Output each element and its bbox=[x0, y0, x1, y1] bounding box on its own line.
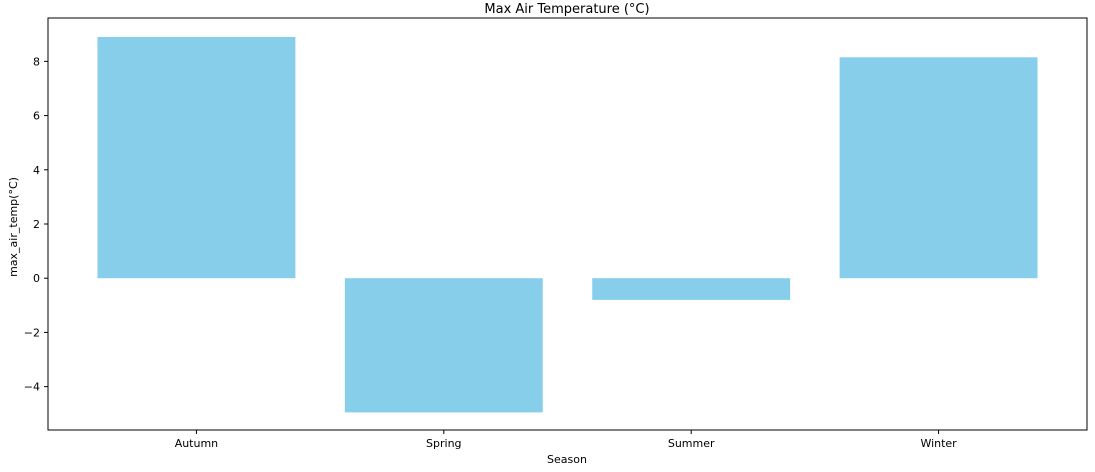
x-axis-label: Season bbox=[547, 453, 587, 466]
bars-layer bbox=[97, 36, 1038, 413]
x-tick-label-summer: Summer bbox=[668, 437, 715, 450]
bar-autumn bbox=[97, 36, 296, 279]
x-tick-label-autumn: Autumn bbox=[175, 437, 218, 450]
bar-winter bbox=[839, 57, 1038, 279]
x-axis-ticks: Autumn Spring Summer Winter bbox=[175, 430, 957, 450]
bar-summer bbox=[592, 278, 791, 300]
y-tick-label: −2 bbox=[24, 326, 40, 339]
x-tick-label-spring: Spring bbox=[426, 437, 462, 450]
y-tick-label: −4 bbox=[24, 381, 40, 394]
x-tick-label-winter: Winter bbox=[920, 437, 957, 450]
y-tick-label: 8 bbox=[33, 55, 40, 68]
chart-title: Max Air Temperature (°C) bbox=[484, 2, 649, 17]
y-tick-label: 2 bbox=[33, 218, 40, 231]
y-tick-label: 6 bbox=[33, 110, 40, 123]
bar-spring bbox=[344, 278, 543, 413]
y-axis-ticks: −4 −2 0 2 4 6 8 bbox=[24, 55, 48, 394]
y-tick-label: 0 bbox=[33, 272, 40, 285]
y-tick-label: 4 bbox=[33, 164, 40, 177]
y-axis-label: max_air_temp(°C) bbox=[7, 177, 20, 277]
